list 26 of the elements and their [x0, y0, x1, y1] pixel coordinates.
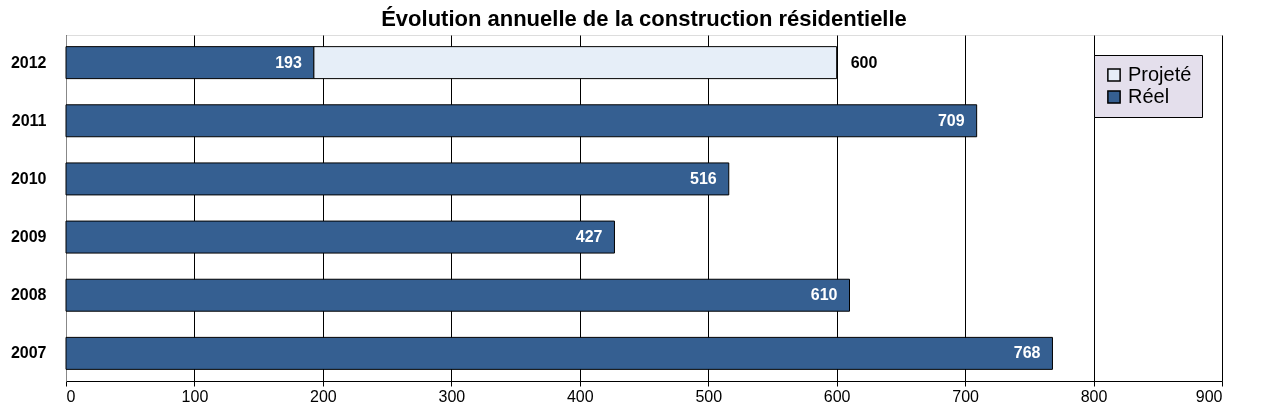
chart-title: Évolution annuelle de la construction résidentielle — [381, 6, 907, 31]
x-tick-label: 300 — [438, 387, 466, 405]
legend-label: Projeté — [1128, 63, 1192, 85]
x-tick-label: 600 — [823, 387, 851, 405]
data-label: 193 — [275, 53, 302, 71]
data-label: 768 — [1013, 344, 1041, 362]
y-tick-label: 2009 — [10, 228, 47, 246]
x-tick-label: 400 — [566, 387, 594, 405]
y-tick-label: 2007 — [10, 344, 47, 362]
y-tick-label: 2008 — [10, 286, 47, 304]
x-tick-label: 100 — [181, 387, 209, 405]
x-tick-label: 800 — [1080, 387, 1108, 405]
x-tick-label: 500 — [695, 387, 723, 405]
y-tick-label: 2011 — [11, 111, 47, 129]
x-tick-label: 700 — [952, 387, 980, 405]
total-label: 600 — [850, 53, 878, 71]
x-tick-label: 200 — [310, 387, 337, 405]
data-label: 610 — [810, 286, 838, 304]
y-tick-label: 2010 — [10, 169, 47, 187]
data-label: 516 — [690, 169, 717, 187]
y-tick-label: 2012 — [10, 53, 47, 71]
x-tick-label: 0 — [66, 387, 76, 405]
x-tick-label: 900 — [1195, 387, 1223, 405]
data-label: 427 — [575, 228, 603, 246]
data-label: 709 — [937, 111, 965, 129]
legend-label: Réel — [1128, 85, 1170, 107]
